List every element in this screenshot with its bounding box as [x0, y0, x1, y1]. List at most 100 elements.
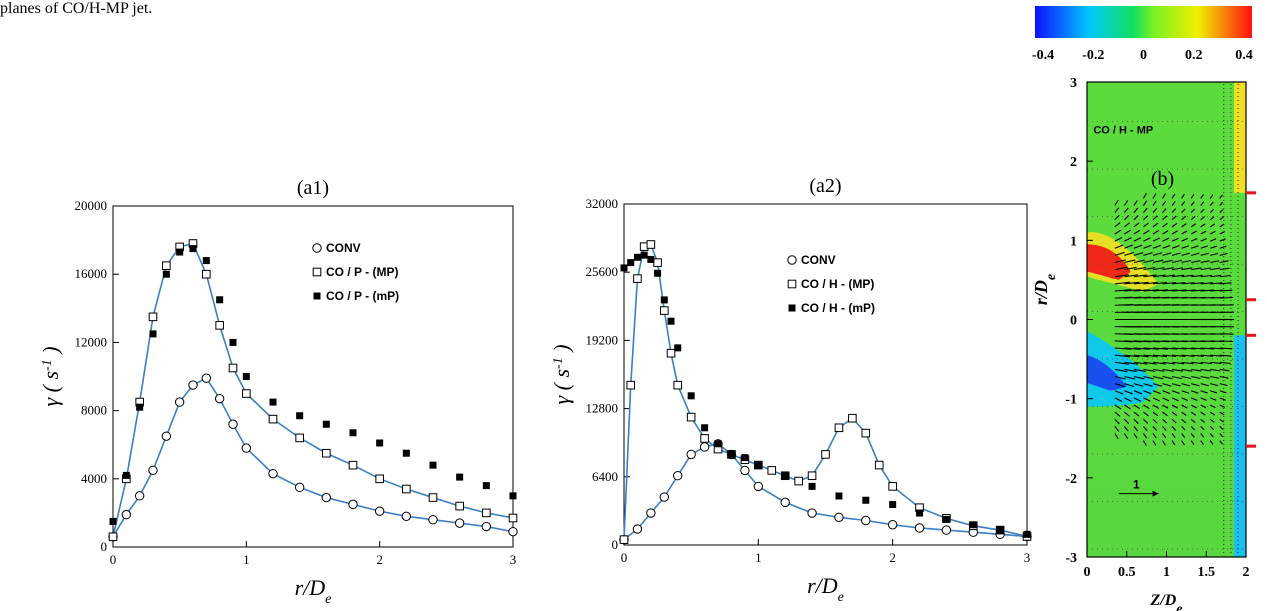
legend-marker	[788, 304, 796, 312]
y-tick-label: 20000	[75, 198, 108, 213]
velocity-vector	[1181, 274, 1194, 278]
data-point	[848, 413, 857, 423]
velocity-vector	[1152, 259, 1164, 264]
x-tick-label: 3	[1024, 550, 1031, 565]
velocity-vector	[1162, 375, 1173, 380]
data-point	[626, 380, 636, 390]
data-point	[632, 524, 643, 534]
legend-label: CONV	[801, 253, 836, 267]
velocity-vector	[1209, 194, 1214, 199]
velocity-vector	[1219, 368, 1230, 372]
data-point	[294, 482, 305, 493]
velocity-vector	[1171, 193, 1176, 199]
data-point	[508, 513, 518, 523]
reference-vector-head	[1152, 490, 1159, 497]
velocity-vector	[1143, 259, 1155, 264]
colorbar-tick-label: 0.4	[1235, 48, 1253, 63]
velocity-vector	[1171, 252, 1181, 256]
vector-field	[1114, 193, 1235, 446]
data-point	[189, 245, 197, 253]
velocity-vector	[1181, 375, 1192, 380]
velocity-vector	[1219, 390, 1227, 394]
y-tick-label: 16000	[75, 266, 108, 281]
velocity-vector	[1152, 375, 1164, 380]
velocity-vector	[1124, 383, 1135, 388]
data-point	[374, 506, 385, 516]
velocity-vector	[1181, 252, 1191, 256]
velocity-vector	[1190, 433, 1195, 438]
velocity-vector	[1219, 411, 1225, 416]
velocity-vector	[1133, 237, 1142, 242]
y-tick-label: -2	[1065, 472, 1077, 487]
strong-negative-region	[1087, 355, 1127, 391]
velocity-vector	[1171, 375, 1182, 380]
velocity-vector	[1133, 375, 1145, 380]
velocity-vector	[1209, 433, 1214, 438]
velocity-vector	[1181, 237, 1189, 242]
velocity-vector	[1143, 354, 1158, 358]
velocity-vector	[1114, 361, 1129, 365]
x-tick-label: 3	[510, 552, 517, 567]
velocity-vector	[1191, 252, 1200, 256]
velocity-vector	[1210, 282, 1223, 285]
velocity-vector	[1114, 274, 1129, 278]
velocity-vector	[1209, 411, 1215, 416]
velocity-vector	[1219, 267, 1230, 271]
y-axis-label: γ ( s-1 )	[549, 344, 574, 404]
x-axis-label: r/De	[807, 573, 844, 605]
velocity-vector	[1152, 244, 1161, 249]
velocity-vector	[1181, 282, 1195, 285]
velocity-vector	[1143, 252, 1153, 256]
y-axis-label-part: γ ( s	[38, 371, 63, 407]
data-point	[242, 373, 250, 380]
data-point	[161, 431, 172, 441]
velocity-vector	[1152, 383, 1163, 387]
velocity-vector	[1190, 397, 1198, 402]
velocity-vector	[1190, 418, 1196, 424]
velocity-vector	[1191, 274, 1203, 278]
y-tick-label: 1	[1070, 234, 1077, 249]
velocity-vector	[1124, 404, 1131, 410]
velocity-vector	[1209, 418, 1215, 423]
velocity-vector	[1114, 383, 1125, 388]
velocity-vector	[1133, 200, 1138, 206]
data-point	[482, 508, 491, 518]
velocity-vector	[1142, 433, 1148, 439]
velocity-vector	[1162, 215, 1168, 221]
velocity-vector	[1124, 361, 1139, 365]
velocity-vector	[1219, 252, 1228, 256]
chart-a2: 0 1 2 3 0 6400 12800 19200 25600 32000 (a2) r/De γ (…	[549, 175, 1032, 605]
data-point	[700, 434, 709, 443]
x-axis-label-script: e	[1176, 602, 1182, 611]
data-point	[109, 517, 117, 525]
velocity-vector	[1143, 397, 1151, 402]
velocity-vector	[1200, 260, 1210, 264]
velocity-vector	[1152, 289, 1169, 292]
data-point	[322, 420, 330, 428]
velocity-vector	[1152, 426, 1158, 432]
velocity-vector	[1171, 274, 1185, 278]
velocity-vector	[1219, 209, 1224, 214]
velocity-vector	[1191, 347, 1205, 350]
velocity-vector	[1162, 208, 1167, 213]
x-axis-label: Z/De	[1150, 592, 1183, 611]
velocity-vector	[1133, 411, 1140, 417]
velocity-vector	[1114, 354, 1131, 358]
velocity-vector	[1124, 244, 1133, 249]
velocity-vector	[1152, 193, 1157, 199]
velocity-vector	[1152, 215, 1158, 221]
data-point	[686, 449, 696, 460]
velocity-vector	[1152, 411, 1159, 417]
velocity-vector	[1114, 418, 1120, 425]
velocity-vector	[1171, 368, 1184, 372]
series-0	[108, 373, 518, 542]
y-axis-label-part: r/D	[1031, 280, 1051, 305]
velocity-vector	[1210, 238, 1217, 242]
velocity-vector	[1181, 440, 1185, 446]
velocity-vector	[1209, 201, 1214, 206]
velocity-vector	[1133, 281, 1149, 285]
velocity-vector	[1181, 418, 1187, 424]
velocity-vector	[1133, 361, 1148, 365]
velocity-vector	[1200, 216, 1205, 221]
data-point	[942, 515, 950, 523]
